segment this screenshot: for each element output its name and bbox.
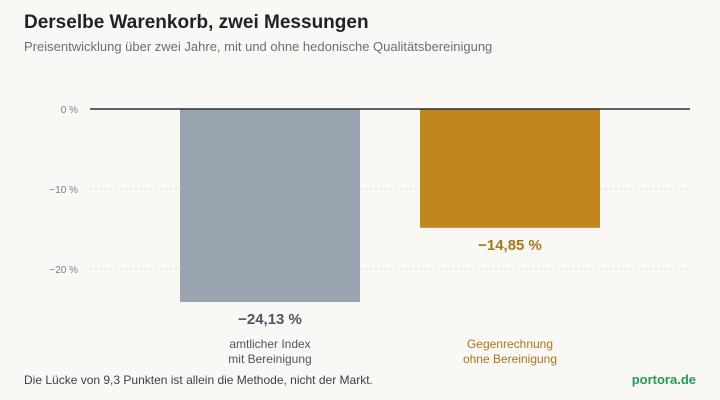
data-label: −14,85 % — [478, 237, 542, 254]
bar-official-index — [180, 109, 360, 303]
data-label: −24,13 % — [238, 311, 302, 328]
chart-subtitle: Preisentwicklung über zwei Jahre, mit un… — [24, 39, 493, 54]
bar-counter-calculation — [420, 109, 600, 228]
brand-logo[interactable]: portora.de — [631, 372, 696, 387]
footer-note: Die Lücke von 9,3 Punkten ist allein die… — [24, 373, 373, 387]
category-label: Gegenrechnung — [467, 337, 553, 351]
y-tick-label: −10 % — [49, 185, 78, 196]
y-tick-label: −20 % — [49, 265, 78, 276]
chart-title: Derselbe Warenkorb, zwei Messungen — [24, 12, 369, 33]
y-tick-label: 0 % — [61, 105, 78, 116]
category-label: mit Bereinigung — [228, 352, 311, 366]
category-label: amtlicher Index — [229, 337, 310, 351]
category-label: ohne Bereinigung — [463, 352, 557, 366]
